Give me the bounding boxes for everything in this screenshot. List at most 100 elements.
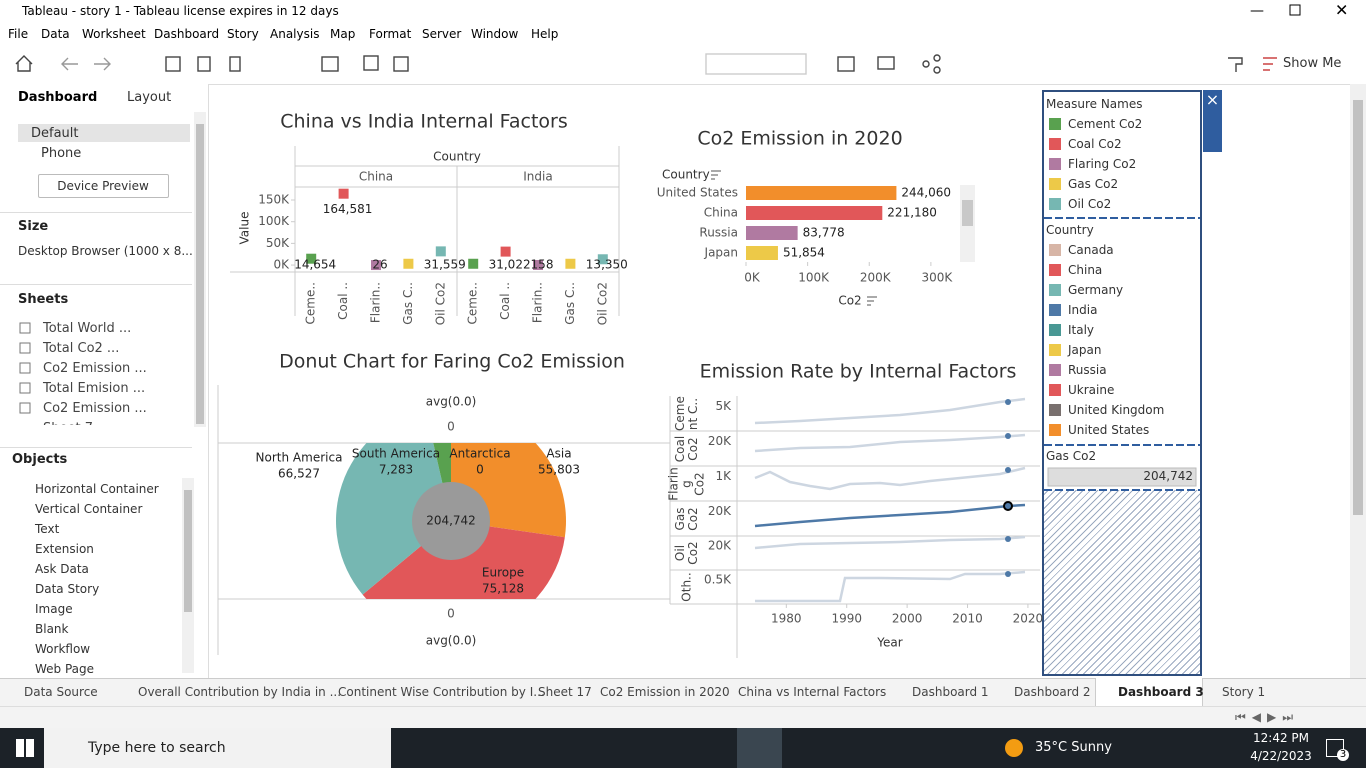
object-item[interactable]: Text (35, 522, 60, 536)
device-option[interactable]: Phone (41, 146, 82, 161)
sheet-tab[interactable]: Sheet 17 (538, 685, 592, 699)
menu-item[interactable]: File (8, 27, 29, 41)
bar (746, 246, 778, 260)
device-option[interactable]: Default (31, 126, 79, 141)
pie-slice (362, 521, 565, 599)
menu-item[interactable]: Format (369, 27, 412, 41)
object-item[interactable]: Horizontal Container (35, 482, 159, 496)
legend-item[interactable]: Germany (1068, 283, 1124, 297)
panel-tab[interactable]: Dashboard (18, 90, 98, 105)
menu-item[interactable]: Worksheet (82, 27, 146, 41)
filter-title: Gas Co2 (1046, 449, 1097, 463)
scrollbar[interactable] (194, 112, 206, 427)
menu-item[interactable]: Server (422, 27, 462, 41)
legend-item[interactable]: Oil Co2 (1068, 197, 1112, 211)
menu-item[interactable]: Story (227, 27, 259, 41)
sheet-item[interactable]: Co2 Emission ... (43, 361, 147, 376)
filter-value[interactable]: 204,742 (1143, 469, 1193, 483)
legend-item[interactable]: Japan (1068, 343, 1102, 357)
notification-icon[interactable] (1326, 739, 1344, 757)
device-preview[interactable]: Device Preview (57, 179, 149, 193)
object-item[interactable]: Data Story (35, 582, 100, 596)
window-controls: — (1250, 3, 1264, 19)
y-tick-label: 50K (266, 236, 290, 250)
scrollbar[interactable] (182, 478, 194, 673)
clock-date[interactable]: 4/22/2023 (1250, 749, 1312, 763)
sheet-tab[interactable]: Overall Contribution by India in ... (138, 685, 342, 699)
legend-item[interactable]: United Kingdom (1068, 403, 1165, 417)
scrollbar[interactable] (1350, 84, 1366, 678)
legend-item[interactable]: India (1068, 303, 1098, 317)
legend-item[interactable]: Flaring Co2 (1068, 157, 1137, 171)
toolbar (0, 44, 1366, 85)
legend-item[interactable]: Italy (1068, 323, 1095, 337)
sheet-tab[interactable]: China vs Internal Factors (738, 685, 887, 699)
sheet-tab[interactable]: Dashboard 3 (1118, 685, 1204, 699)
data-label: 31,559 (424, 258, 466, 272)
sheet-item[interactable]: Total Co2 ... (43, 341, 120, 356)
sheet-tab[interactable]: Dashboard 1 (912, 685, 989, 699)
panel-tab[interactable]: Layout (127, 90, 172, 105)
object-item[interactable]: Ask Data (35, 562, 89, 576)
show-me[interactable]: Show Me (1283, 56, 1342, 71)
sheet-item[interactable]: Total Emision ... (43, 381, 146, 396)
device-preview-button[interactable] (38, 174, 169, 198)
object-item[interactable]: Web Page (35, 662, 95, 676)
y-tick-label: 150K (258, 193, 290, 207)
sheet-tab[interactable]: Dashboard 2 (1014, 685, 1091, 699)
menu-item[interactable]: Map (330, 27, 356, 41)
slice-value: 66,527 (278, 467, 320, 481)
search-text[interactable]: Type here to search (88, 740, 226, 756)
row-tick-label: 1K (715, 469, 732, 483)
menu-item[interactable]: Data (41, 27, 70, 41)
pane-header: India (523, 170, 552, 184)
search-box[interactable] (44, 728, 391, 768)
mark (533, 259, 543, 270)
legend-item[interactable]: United States (1068, 423, 1150, 437)
legend-item[interactable]: Coal Co2 (1068, 137, 1122, 151)
object-item[interactable]: Blank (35, 622, 69, 636)
axis-title: Co2 (838, 294, 861, 308)
legend-item[interactable]: Canada (1068, 243, 1114, 257)
start-button[interactable] (16, 739, 34, 757)
legend-item[interactable]: Cement Co2 (1068, 117, 1143, 131)
menu-item[interactable]: Window (471, 27, 519, 41)
legend-item[interactable]: China (1068, 263, 1103, 277)
active-app[interactable] (737, 728, 782, 768)
scroll-thumb[interactable] (962, 200, 973, 226)
legend-swatch (1049, 158, 1061, 170)
category-label: Russia (699, 226, 738, 240)
status-bar: ⏮◀▶⏭ (0, 706, 1366, 729)
x-tick-label: Ceme.. (466, 282, 480, 324)
object-item[interactable]: Vertical Container (35, 502, 143, 516)
object-item[interactable]: Image (35, 602, 73, 616)
sheet-tab[interactable]: Co2 Emission in 2020 (600, 685, 730, 699)
object-item[interactable]: Workflow (35, 642, 91, 656)
axis-title: Year (876, 636, 902, 650)
sheet-icon (19, 402, 31, 414)
menu-item[interactable]: Help (531, 27, 559, 41)
sheet-tab[interactable]: Data Source (24, 685, 98, 699)
legend-item[interactable]: Gas Co2 (1068, 177, 1119, 191)
object-item[interactable]: Extension (35, 542, 94, 556)
category-label: United States (657, 186, 738, 200)
menu-item[interactable]: Analysis (270, 27, 320, 41)
legend-swatch (1049, 138, 1061, 150)
legend-item[interactable]: Ukraine (1068, 383, 1115, 397)
sheet-tab[interactable]: Story 1 (1222, 685, 1266, 699)
legend-item[interactable]: Russia (1068, 363, 1107, 377)
legend-controls[interactable]: × (1203, 90, 1222, 152)
legend-swatch (1049, 404, 1061, 416)
sort-icon (867, 296, 877, 306)
menu-item[interactable]: Dashboard (154, 27, 220, 41)
bar (746, 226, 798, 240)
sheet-icon (19, 342, 31, 354)
sheet-item[interactable]: Co2 Emission ... (43, 401, 147, 416)
weather[interactable]: 35°C Sunny (1035, 740, 1112, 755)
slice-name: South America (352, 447, 440, 461)
sheet-tab[interactable]: Continent Wise Contribution by I... (338, 685, 545, 699)
sheet-item[interactable]: Total World ... (43, 321, 132, 336)
pie-slice (336, 443, 451, 595)
clock-time[interactable]: 12:42 PM (1253, 731, 1309, 745)
size-select[interactable]: Desktop Browser (1000 x 8... (18, 244, 193, 258)
